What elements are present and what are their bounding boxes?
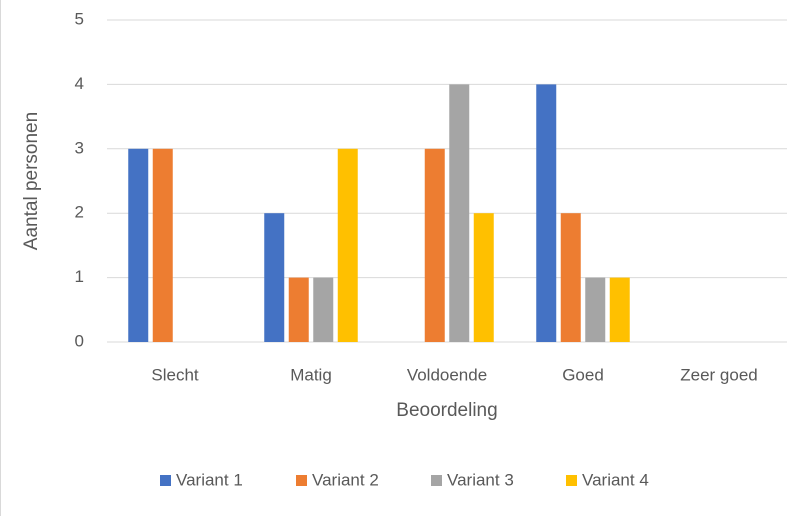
legend-label: Variant 4 [582, 470, 649, 489]
bar [337, 148, 358, 342]
legend-swatch [566, 475, 577, 486]
bar [288, 277, 309, 342]
legend-label: Variant 1 [176, 470, 243, 489]
y-tick-label: 4 [75, 74, 84, 93]
legend-label: Variant 3 [447, 470, 514, 489]
y-tick-label: 0 [75, 331, 84, 350]
legend-swatch [296, 475, 307, 486]
bar [313, 277, 334, 342]
x-tick-label: Slecht [151, 365, 199, 384]
bar [152, 148, 173, 342]
legend-label: Variant 2 [312, 470, 379, 489]
y-tick-label: 1 [75, 267, 84, 286]
bar [609, 277, 630, 342]
y-tick-label: 3 [75, 138, 84, 157]
bar [264, 213, 285, 342]
x-tick-label: Zeer goed [680, 365, 758, 384]
x-axis-title: Beoordeling [396, 400, 497, 421]
legend-swatch [160, 475, 171, 486]
bar [473, 213, 494, 342]
bar [585, 277, 606, 342]
y-tick-label: 5 [75, 9, 84, 28]
y-tick-label: 2 [75, 203, 84, 222]
x-tick-label: Matig [290, 365, 332, 384]
y-axis-title: Aantal personen [21, 112, 42, 250]
bar [560, 213, 581, 342]
bar [536, 84, 557, 343]
legend-swatch [431, 475, 442, 486]
x-tick-label: Goed [562, 365, 604, 384]
x-tick-label: Voldoende [407, 365, 487, 384]
bar [449, 84, 470, 343]
bar [424, 148, 445, 342]
bar [128, 148, 149, 342]
